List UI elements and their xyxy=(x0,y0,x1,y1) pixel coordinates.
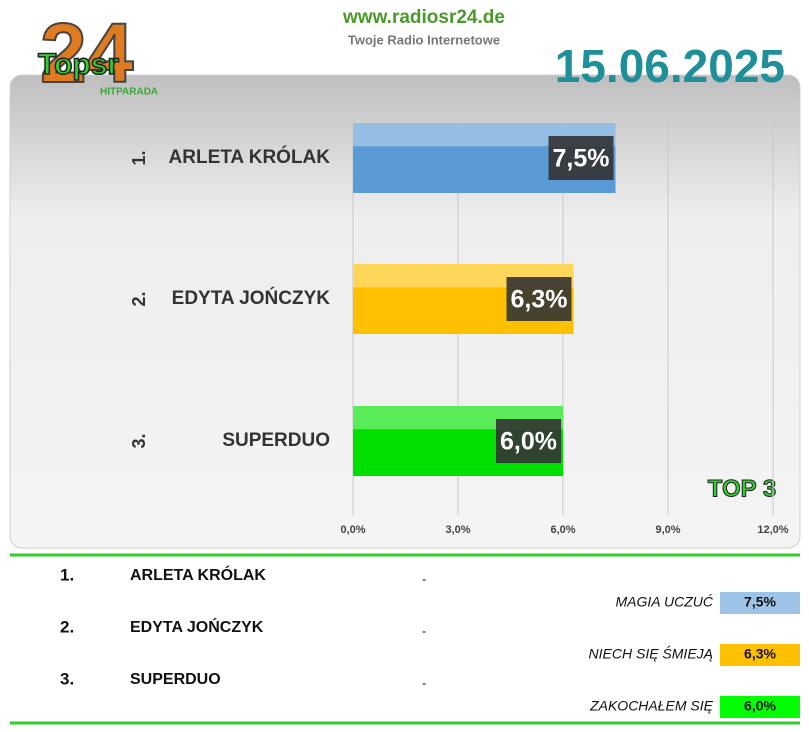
category-label: ARLETA KRÓLAK xyxy=(169,146,331,168)
logo-text: Topsr xyxy=(38,48,119,81)
table-value-box xyxy=(720,644,800,666)
x-tick-label: 6,0% xyxy=(550,524,575,536)
table-song: NIECH SIĘ ŚMIEJĄ xyxy=(589,645,713,662)
badge: TOP 3 xyxy=(708,475,776,502)
table-separator: - xyxy=(422,571,426,586)
table-value: 6,3% xyxy=(744,646,776,662)
x-tick-label: 0,0% xyxy=(340,524,365,536)
value-label-box xyxy=(506,277,572,321)
rank-label: 2. xyxy=(129,291,149,306)
x-tick-label: 12,0% xyxy=(757,524,788,536)
table-rank: 1. xyxy=(60,565,74,584)
tagline: Twoje Radio Internetowe xyxy=(348,32,500,47)
value-label: 6,3% xyxy=(511,286,568,314)
table-artist: SUPERDUO xyxy=(130,671,221,688)
category-label: SUPERDUO xyxy=(222,430,330,451)
table-rank: 2. xyxy=(60,617,74,636)
value-label-box xyxy=(496,419,561,463)
logo-number: 24 xyxy=(40,6,134,100)
value-label: 7,5% xyxy=(553,145,610,173)
table-artist: ARLETA KRÓLAK xyxy=(130,565,266,584)
table-value-box xyxy=(720,592,800,614)
rank-label: 1. xyxy=(129,150,149,165)
table-separator: - xyxy=(422,623,426,638)
site: www.radiosr24.de xyxy=(342,7,505,28)
table-rank: 3. xyxy=(60,669,74,688)
value-label-box xyxy=(548,136,614,180)
category-label: EDYTA JOŃCZYK xyxy=(172,287,331,309)
value-label: 6,0% xyxy=(500,428,557,456)
date: 15.06.2025 xyxy=(555,40,785,92)
rank-label: 3. xyxy=(129,433,149,448)
table-value: 6,0% xyxy=(744,698,776,714)
table-separator: - xyxy=(422,675,426,690)
logo-sub: HITPARADA xyxy=(100,87,158,98)
table-song: MAGIA UCZUĆ xyxy=(616,594,714,610)
table-value-box xyxy=(720,696,800,718)
x-tick-label: 3,0% xyxy=(445,524,470,536)
x-tick-label: 9,0% xyxy=(655,524,680,536)
table-song: ZAKOCHAŁEM SIĘ xyxy=(589,698,714,714)
table-artist: EDYTA JOŃCZYK xyxy=(130,617,264,636)
table-value: 7,5% xyxy=(744,594,776,610)
